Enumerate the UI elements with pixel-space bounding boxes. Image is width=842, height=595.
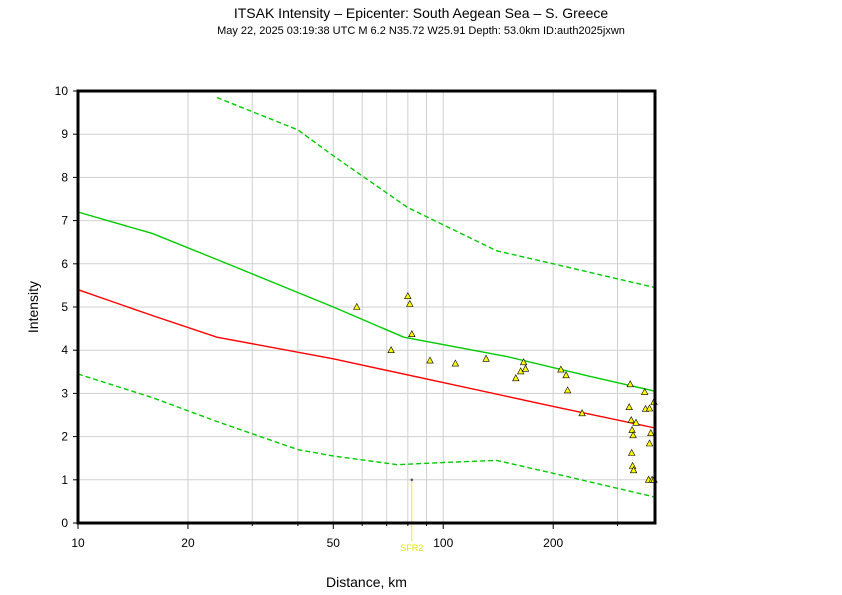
station-point xyxy=(353,302,361,310)
station-point xyxy=(404,292,412,299)
station-point xyxy=(628,461,637,469)
station-point xyxy=(521,364,530,372)
station-point xyxy=(482,354,490,362)
station-point xyxy=(628,448,636,456)
upper-mean-line xyxy=(77,211,656,392)
station-marker-dot xyxy=(410,478,414,482)
series-layer xyxy=(77,96,656,498)
y-tick-label: 7 xyxy=(61,214,68,228)
upper-bound-line xyxy=(216,96,656,289)
station-point xyxy=(645,439,654,447)
y-tick-label: 1 xyxy=(61,473,68,487)
points-layer: SFR2 xyxy=(353,292,658,553)
station-point xyxy=(626,380,634,388)
x-tick-label: 200 xyxy=(543,536,563,550)
station-point xyxy=(512,374,520,382)
y-tick-label: 9 xyxy=(61,127,68,141)
y-tick-label: 10 xyxy=(55,84,69,98)
station-point xyxy=(627,416,635,423)
y-tick-label: 6 xyxy=(61,257,68,271)
station-point xyxy=(647,428,655,436)
station-point xyxy=(519,358,528,366)
station-point xyxy=(578,409,586,417)
chart-title: ITSAK Intensity – Epicenter: South Aegea… xyxy=(233,5,609,21)
station-point xyxy=(628,425,636,433)
x-axis-label: Distance, km xyxy=(326,574,407,590)
y-tick-label: 3 xyxy=(61,386,68,400)
station-point xyxy=(629,431,637,439)
lower-bound-line xyxy=(77,373,656,498)
y-tick-label: 4 xyxy=(61,343,68,357)
station-point xyxy=(645,404,654,412)
x-tick-label: 20 xyxy=(181,536,195,550)
station-point xyxy=(557,365,565,373)
y-tick-label: 2 xyxy=(61,430,68,444)
mean-line xyxy=(77,289,656,429)
station-point xyxy=(451,359,460,367)
grid xyxy=(77,90,655,524)
y-axis-label: Intensity xyxy=(25,281,41,333)
station-point xyxy=(408,330,416,337)
station-point xyxy=(629,466,638,474)
station-point xyxy=(387,346,395,353)
chart-subtitle: May 22, 2025 03:19:38 UTC M 6.2 N35.72 W… xyxy=(217,25,625,37)
y-tick-label: 8 xyxy=(61,170,68,184)
x-tick-label: 10 xyxy=(71,536,85,550)
x-tick-label: 50 xyxy=(327,536,341,550)
station-point xyxy=(563,386,572,394)
station-point xyxy=(625,403,633,410)
station-point xyxy=(641,387,649,395)
y-tick-label: 0 xyxy=(61,516,68,530)
station-point xyxy=(426,356,434,364)
y-tick-label: 5 xyxy=(61,300,68,314)
station-point xyxy=(406,299,414,307)
x-tick-label: 100 xyxy=(433,536,453,550)
station-point xyxy=(632,418,640,426)
station-marker-label: SFR2 xyxy=(400,543,423,553)
ticks-layer: 0 1 2 3 4 5 6 7 8 9 10 10 20 50 100 200 xyxy=(55,84,619,550)
station-point xyxy=(562,371,570,379)
